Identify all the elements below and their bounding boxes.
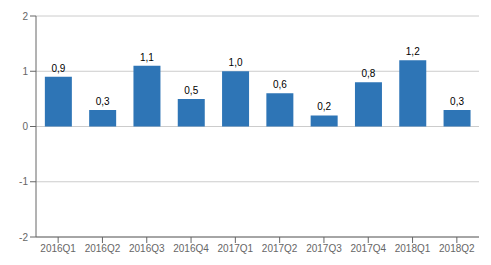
- svg-text:2: 2: [22, 11, 28, 22]
- svg-text:2016Q3: 2016Q3: [129, 243, 165, 254]
- svg-text:2017Q1: 2017Q1: [218, 243, 254, 254]
- svg-text:1: 1: [22, 66, 28, 77]
- svg-text:-1: -1: [19, 176, 28, 187]
- svg-text:2018Q2: 2018Q2: [439, 243, 475, 254]
- svg-text:0: 0: [22, 121, 28, 132]
- svg-text:2016Q2: 2016Q2: [85, 243, 121, 254]
- svg-text:2016Q1: 2016Q1: [40, 243, 76, 254]
- svg-text:0,2: 0,2: [317, 101, 331, 112]
- svg-text:0,9: 0,9: [51, 63, 65, 74]
- svg-text:-2: -2: [19, 232, 28, 243]
- svg-text:2017Q2: 2017Q2: [262, 243, 298, 254]
- svg-text:0,3: 0,3: [450, 96, 464, 107]
- svg-text:2018Q1: 2018Q1: [395, 243, 431, 254]
- svg-text:1,0: 1,0: [229, 57, 243, 68]
- svg-text:1,1: 1,1: [140, 52, 154, 63]
- svg-text:2017Q3: 2017Q3: [306, 243, 342, 254]
- svg-text:0,8: 0,8: [362, 68, 376, 79]
- svg-text:0,6: 0,6: [273, 79, 287, 90]
- svg-text:0,3: 0,3: [96, 96, 110, 107]
- svg-text:1,2: 1,2: [406, 46, 420, 57]
- svg-text:2016Q4: 2016Q4: [173, 243, 209, 254]
- svg-text:0,5: 0,5: [184, 85, 198, 96]
- svg-text:2017Q4: 2017Q4: [350, 243, 386, 254]
